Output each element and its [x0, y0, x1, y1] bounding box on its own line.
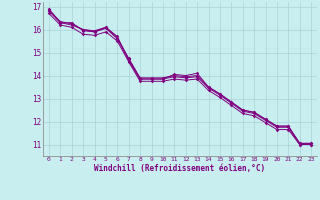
X-axis label: Windchill (Refroidissement éolien,°C): Windchill (Refroidissement éolien,°C) — [94, 164, 266, 173]
